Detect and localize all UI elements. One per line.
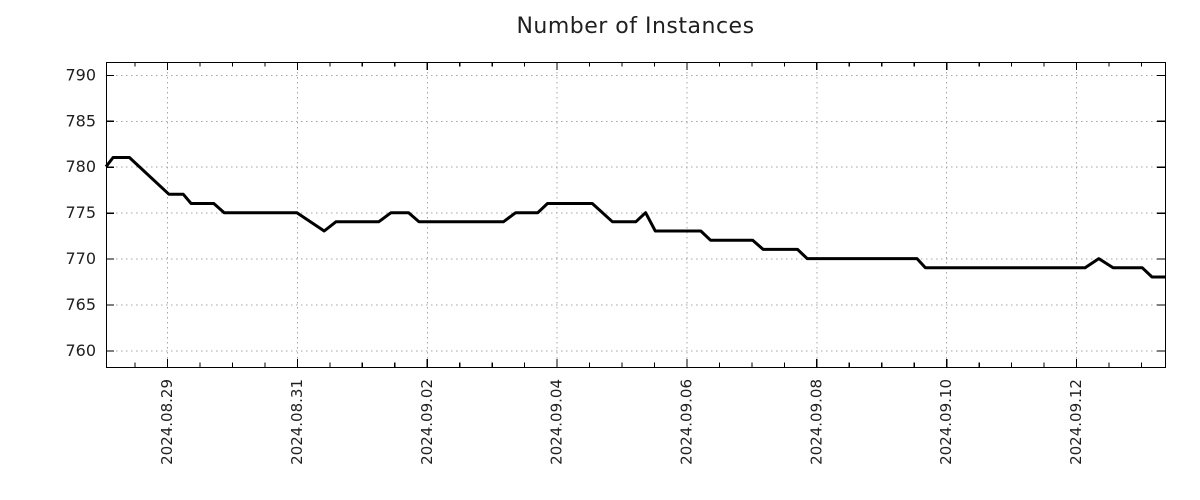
x-tick-label: 2024.09.02	[418, 379, 436, 465]
tick-layer	[106, 62, 1165, 367]
plot-frame	[106, 62, 1166, 368]
x-tick-label: 2024.09.06	[677, 379, 695, 465]
x-tick-label: 2024.09.08	[807, 379, 825, 465]
x-tick-label: 2024.08.31	[288, 379, 306, 465]
y-tick-label: 785	[65, 111, 96, 130]
series-line-instances	[104, 156, 1165, 279]
x-tick-label: 2024.09.04	[548, 379, 566, 465]
y-tick-label: 760	[65, 341, 96, 360]
y-tick-label: 780	[65, 157, 96, 176]
x-tick-label: 2024.08.29	[158, 379, 176, 465]
grid-layer	[106, 62, 1165, 367]
y-tick-label: 775	[65, 203, 96, 222]
y-tick-label: 790	[65, 65, 96, 84]
tick-label-layer: 760 765 770 775 780 785 790 2024.08.29 2024.08.3…	[65, 65, 1085, 465]
y-tick-label: 770	[65, 249, 96, 268]
x-tick-label: 2024.09.12	[1067, 379, 1085, 465]
y-tick-label: 765	[65, 295, 96, 314]
chart-title: Number of Instances	[516, 14, 755, 39]
x-tick-label: 2024.09.10	[937, 379, 955, 465]
